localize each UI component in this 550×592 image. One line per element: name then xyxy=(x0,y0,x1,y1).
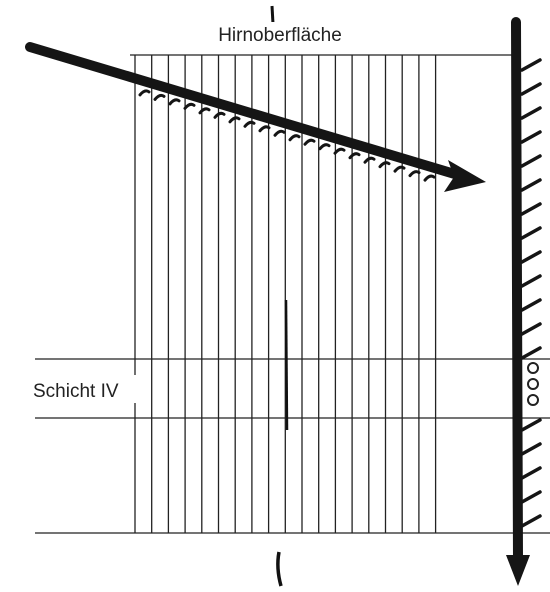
side-hatch xyxy=(522,108,540,118)
fiber-hatch xyxy=(230,118,239,122)
page: Hirnoberfläche Schicht IV (() => { const… xyxy=(0,0,550,592)
fiber-hatch xyxy=(335,149,344,153)
fiber-hatch xyxy=(245,122,254,126)
side-hatch xyxy=(522,252,540,262)
fiber-hatch xyxy=(185,104,194,108)
surface-label: Hirnoberfläche xyxy=(218,25,342,46)
fiber-hatch xyxy=(155,95,164,99)
fiber-hatch xyxy=(380,163,389,167)
side-hatch xyxy=(522,84,540,94)
circle-marker xyxy=(528,363,538,373)
fiber-hatch xyxy=(425,176,434,180)
side-hatch xyxy=(522,228,540,238)
fiber-hatch xyxy=(320,145,329,149)
fiber-hatch xyxy=(410,172,419,176)
fiber-hatch xyxy=(140,91,149,95)
tangential-fibers xyxy=(140,91,434,180)
fiber-hatch xyxy=(350,154,359,158)
top-marker xyxy=(272,6,273,24)
side-hatch xyxy=(522,444,540,454)
fiber-hatch xyxy=(275,131,284,135)
side-hatch xyxy=(522,492,540,502)
side-hatch xyxy=(522,300,540,310)
side-hatch xyxy=(522,60,540,70)
side-hatch xyxy=(522,324,540,334)
fiber-hatch xyxy=(170,100,179,104)
side-hatch xyxy=(522,420,540,430)
layer-label: Schicht IV xyxy=(33,381,119,402)
center-line xyxy=(286,300,287,430)
fiber-hatch xyxy=(305,140,314,144)
circle-marker xyxy=(528,395,538,405)
side-hatch xyxy=(522,156,540,166)
fiber-hatch xyxy=(290,136,299,140)
fiber-hatch xyxy=(215,113,224,117)
side-hatch xyxy=(522,276,540,286)
bottom-marker xyxy=(278,552,281,586)
fiber-hatch xyxy=(260,127,269,131)
side-hatch xyxy=(522,204,540,214)
vertical-arrow-head xyxy=(506,555,530,586)
diagram: Hirnoberfläche Schicht IV xyxy=(0,0,550,592)
side-hatch xyxy=(522,132,540,142)
side-hatch xyxy=(522,348,540,358)
fiber-hatch xyxy=(200,109,209,113)
side-hatch xyxy=(522,180,540,190)
fiber-hatch xyxy=(365,158,374,162)
circle-marker xyxy=(528,379,538,389)
side-hatches xyxy=(522,60,540,526)
side-hatch xyxy=(522,516,540,526)
vertical-arrow-shaft xyxy=(516,22,518,560)
side-hatch xyxy=(522,468,540,478)
